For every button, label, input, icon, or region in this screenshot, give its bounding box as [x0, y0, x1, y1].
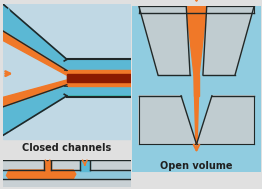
Bar: [51, 160, 80, 170]
Polygon shape: [139, 96, 196, 144]
Polygon shape: [194, 75, 199, 144]
Bar: [90, 160, 131, 170]
Bar: [67, 59, 131, 96]
Bar: [139, 6, 186, 13]
Bar: [44, 160, 51, 171]
Bar: [67, 70, 131, 86]
Polygon shape: [3, 80, 67, 107]
Bar: [194, 75, 199, 96]
Text: Closed channels: Closed channels: [22, 143, 111, 153]
Polygon shape: [3, 31, 67, 75]
Bar: [3, 4, 131, 139]
Bar: [80, 160, 90, 171]
Polygon shape: [139, 6, 190, 75]
Polygon shape: [3, 85, 67, 136]
Polygon shape: [196, 96, 254, 144]
Polygon shape: [186, 6, 207, 75]
Bar: [3, 160, 44, 170]
Text: Open volume: Open volume: [160, 161, 233, 171]
Polygon shape: [60, 58, 69, 98]
Polygon shape: [7, 170, 76, 179]
Bar: [207, 6, 254, 13]
Polygon shape: [3, 4, 67, 70]
Bar: [3, 179, 131, 187]
Bar: [67, 74, 131, 82]
Polygon shape: [203, 6, 254, 75]
Bar: [3, 170, 131, 179]
